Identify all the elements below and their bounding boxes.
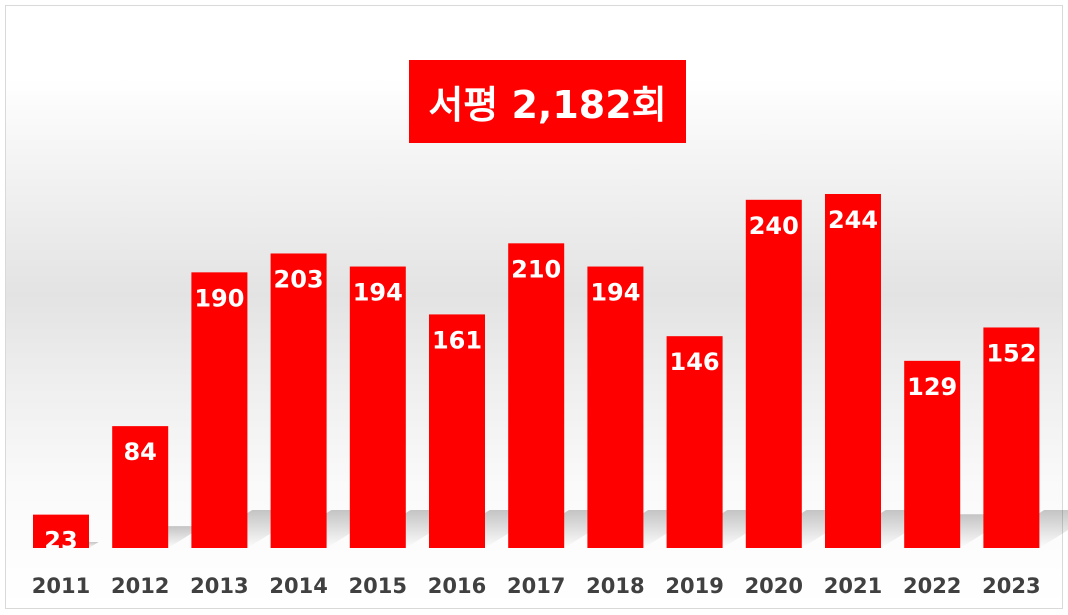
x-tick-2019: 2019 xyxy=(665,574,723,598)
data-label-2023: 152 xyxy=(986,339,1036,367)
data-label-2019: 146 xyxy=(670,348,720,376)
data-labels-group: 23 84 190 203 194 161 210 194 146 240 244 129 152 xyxy=(44,206,1036,555)
bar-2023 xyxy=(983,327,1040,548)
data-label-2022: 129 xyxy=(907,373,957,401)
data-label-2020: 240 xyxy=(749,212,799,240)
x-tick-2013: 2013 xyxy=(190,574,248,598)
bar-2017 xyxy=(508,243,565,548)
x-tick-2018: 2018 xyxy=(586,574,644,598)
data-label-2011: 23 xyxy=(44,527,77,555)
bar-2015 xyxy=(349,266,406,548)
chart-title-box: 서평 2,182회 xyxy=(409,60,686,143)
bar-2013 xyxy=(191,272,248,548)
x-tick-2014: 2014 xyxy=(269,574,327,598)
bar-2021 xyxy=(825,194,881,548)
bar-2019 xyxy=(666,336,723,548)
x-tick-2021: 2021 xyxy=(824,574,882,598)
x-tick-2012: 2012 xyxy=(111,574,169,598)
x-tick-2016: 2016 xyxy=(428,574,486,598)
bar-2022 xyxy=(904,360,961,548)
x-tick-2023: 2023 xyxy=(982,574,1040,598)
bar-2012 xyxy=(112,426,169,548)
data-label-2013: 190 xyxy=(194,284,244,312)
data-label-2015: 194 xyxy=(353,279,403,307)
x-tick-2015: 2015 xyxy=(349,574,407,598)
data-label-2021: 244 xyxy=(828,206,878,234)
x-axis-tick-labels: 2011 2012 2013 2014 2015 2016 2017 2018 2019 2020… xyxy=(32,574,1041,598)
chart-title: 서평 2,182회 xyxy=(428,83,667,127)
data-label-2016: 161 xyxy=(432,326,482,354)
x-tick-2022: 2022 xyxy=(903,574,961,598)
x-tick-2017: 2017 xyxy=(507,574,565,598)
bar-2011 xyxy=(33,514,89,548)
x-tick-2020: 2020 xyxy=(745,574,803,598)
bar-2016 xyxy=(429,314,485,548)
data-label-2017: 210 xyxy=(511,255,561,283)
data-label-2012: 84 xyxy=(123,438,156,466)
x-tick-2011: 2011 xyxy=(32,574,90,598)
bar-2020 xyxy=(745,199,802,548)
data-label-2018: 194 xyxy=(590,279,640,307)
bars-group xyxy=(33,194,1040,548)
bar-2018 xyxy=(587,266,644,548)
bar-2014 xyxy=(270,253,327,548)
data-label-2014: 203 xyxy=(274,265,324,293)
